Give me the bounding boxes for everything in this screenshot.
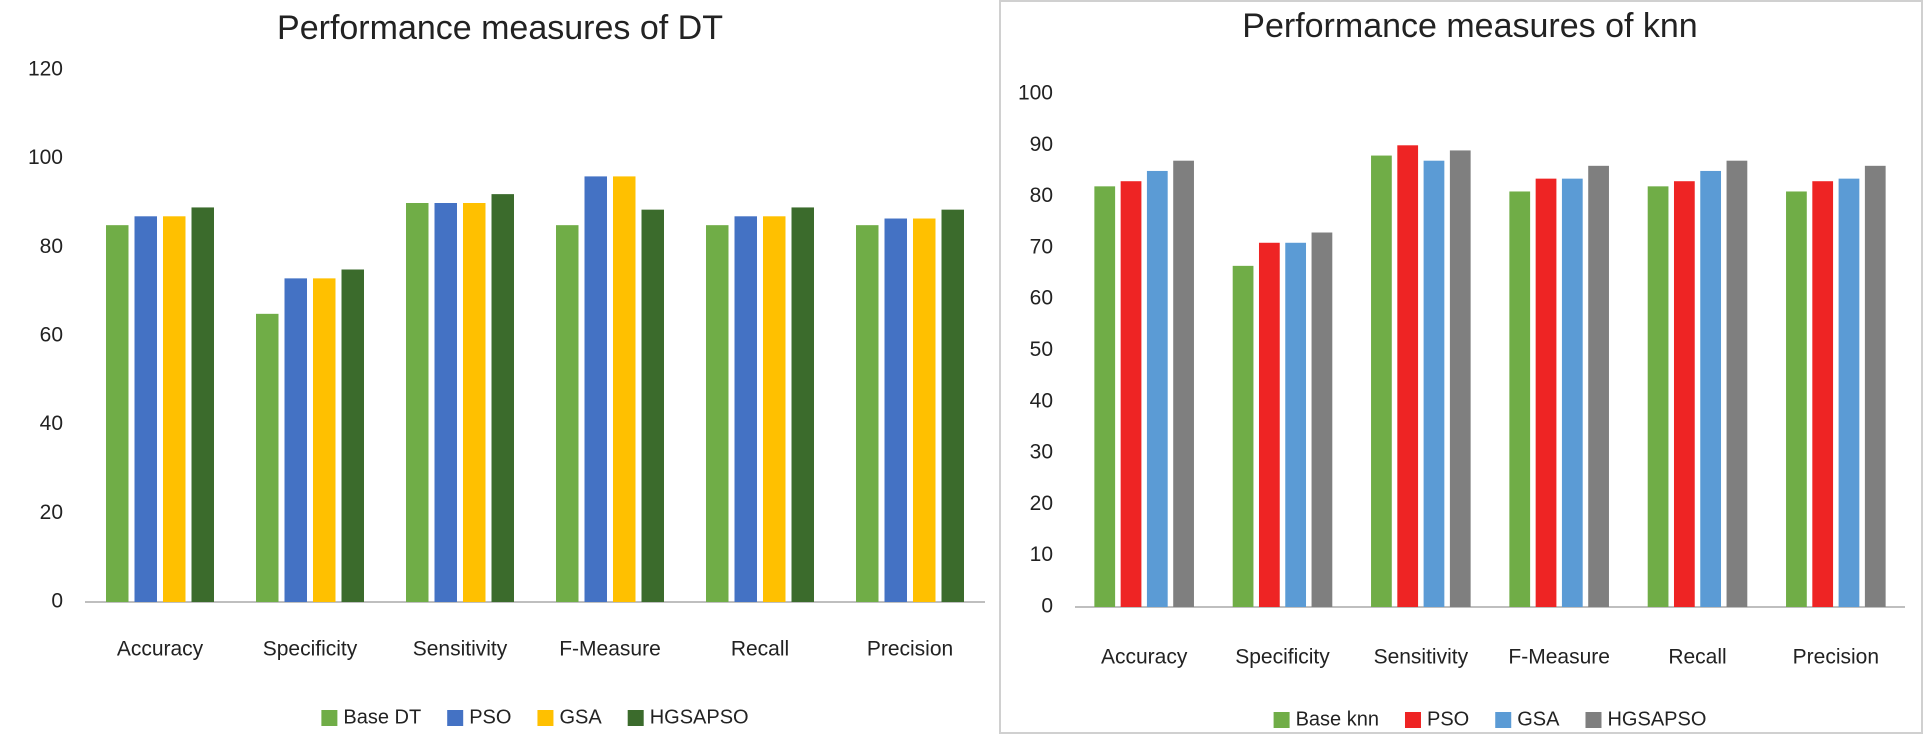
- x-tick-label: F-Measure: [1508, 646, 1610, 669]
- bar: [706, 225, 729, 602]
- y-tick-label: 100: [28, 146, 63, 169]
- y-tick-label: 0: [51, 590, 63, 613]
- bar: [1561, 178, 1583, 607]
- bar: [341, 269, 364, 602]
- y-tick-label: 50: [1030, 338, 1053, 361]
- x-tick-label: Accuracy: [1101, 646, 1188, 669]
- legend-label: PSO: [1427, 708, 1469, 730]
- y-tick-label: 120: [28, 58, 63, 81]
- y-tick-label: 0: [1041, 595, 1053, 618]
- bar: [1173, 160, 1194, 607]
- bar: [641, 209, 664, 602]
- x-tick-label: Accuracy: [117, 638, 204, 661]
- bar: [1232, 265, 1254, 607]
- legend-label: Base DT: [343, 706, 421, 728]
- x-tick-label: Specificity: [1235, 646, 1330, 669]
- bar: [1786, 191, 1807, 607]
- y-tick-label: 20: [1030, 492, 1053, 515]
- legend-label: PSO: [469, 706, 511, 728]
- bar: [406, 203, 429, 602]
- bar: [134, 216, 157, 603]
- bar: [1094, 186, 1116, 607]
- bar: [763, 216, 786, 603]
- legend-swatch: [447, 710, 464, 726]
- bar: [734, 216, 757, 603]
- bar: [1864, 165, 1886, 607]
- x-tick-label: Specificity: [263, 638, 358, 661]
- y-tick-label: 90: [1030, 133, 1053, 156]
- bar: [1311, 232, 1333, 607]
- bar: [584, 176, 607, 602]
- y-tick-label: 60: [1030, 287, 1053, 310]
- bar: [1120, 181, 1142, 607]
- bar: [941, 209, 964, 602]
- legend-label: GSA: [559, 706, 602, 728]
- x-tick-label: Sensitivity: [1374, 646, 1469, 669]
- legend-label: HGSAPSO: [650, 706, 749, 728]
- bar: [1726, 160, 1748, 607]
- bar: [1647, 186, 1669, 607]
- bar: [1838, 178, 1860, 607]
- y-tick-label: 80: [1030, 184, 1053, 207]
- y-tick-label: 40: [40, 412, 63, 435]
- bar: [256, 313, 279, 602]
- bar: [1535, 178, 1557, 607]
- bar: [1588, 165, 1609, 607]
- legend-swatch: [1273, 712, 1290, 728]
- bar: [1423, 160, 1445, 607]
- legend-swatch: [537, 710, 554, 726]
- y-tick-label: 20: [40, 501, 63, 524]
- bar: [556, 225, 579, 602]
- legend-swatch: [1495, 712, 1512, 728]
- bar: [1700, 170, 1722, 607]
- legend-label: GSA: [1517, 708, 1560, 730]
- x-tick-label: Recall: [1668, 646, 1726, 669]
- legend-swatch: [627, 710, 644, 726]
- bar: [1509, 191, 1531, 607]
- legend-swatch: [321, 710, 338, 726]
- bar: [1258, 242, 1280, 607]
- y-tick-label: 60: [40, 324, 63, 347]
- bar: [1449, 150, 1471, 607]
- legend-swatch: [1404, 712, 1421, 728]
- bar: [913, 218, 936, 602]
- x-tick-label: F-Measure: [559, 638, 661, 661]
- x-tick-label: Precision: [1793, 646, 1879, 669]
- x-tick-label: Sensitivity: [413, 638, 508, 661]
- bar: [491, 194, 514, 602]
- chart-title: Performance measures of knn: [1242, 7, 1697, 45]
- bar: [434, 203, 457, 602]
- x-tick-label: Recall: [731, 638, 789, 661]
- legend-label: Base knn: [1296, 708, 1379, 730]
- bar: [791, 207, 814, 602]
- bar: [1371, 155, 1392, 607]
- y-tick-label: 30: [1030, 441, 1053, 464]
- y-tick-label: 100: [1018, 82, 1053, 105]
- bar: [1285, 242, 1307, 607]
- chart-frame: [999, 0, 1923, 734]
- y-tick-label: 40: [1030, 389, 1053, 412]
- bar: [1397, 145, 1419, 608]
- y-tick-label: 70: [1030, 235, 1053, 258]
- bar: [1812, 181, 1834, 607]
- bar: [884, 218, 907, 602]
- legend-swatch: [1585, 712, 1602, 728]
- x-tick-label: Precision: [867, 638, 953, 661]
- bar: [463, 203, 486, 602]
- y-tick-label: 10: [1030, 543, 1053, 566]
- legend-label: HGSAPSO: [1607, 708, 1706, 730]
- bar: [856, 225, 879, 602]
- bar: [1146, 170, 1168, 607]
- y-tick-label: 80: [40, 235, 63, 258]
- bar: [191, 207, 214, 602]
- bar: [613, 176, 636, 602]
- bar: [284, 278, 307, 602]
- bar: [106, 225, 129, 602]
- bar: [1673, 181, 1695, 607]
- bar: [313, 278, 336, 602]
- bar: [163, 216, 186, 603]
- chart-title: Performance measures of DT: [277, 9, 723, 47]
